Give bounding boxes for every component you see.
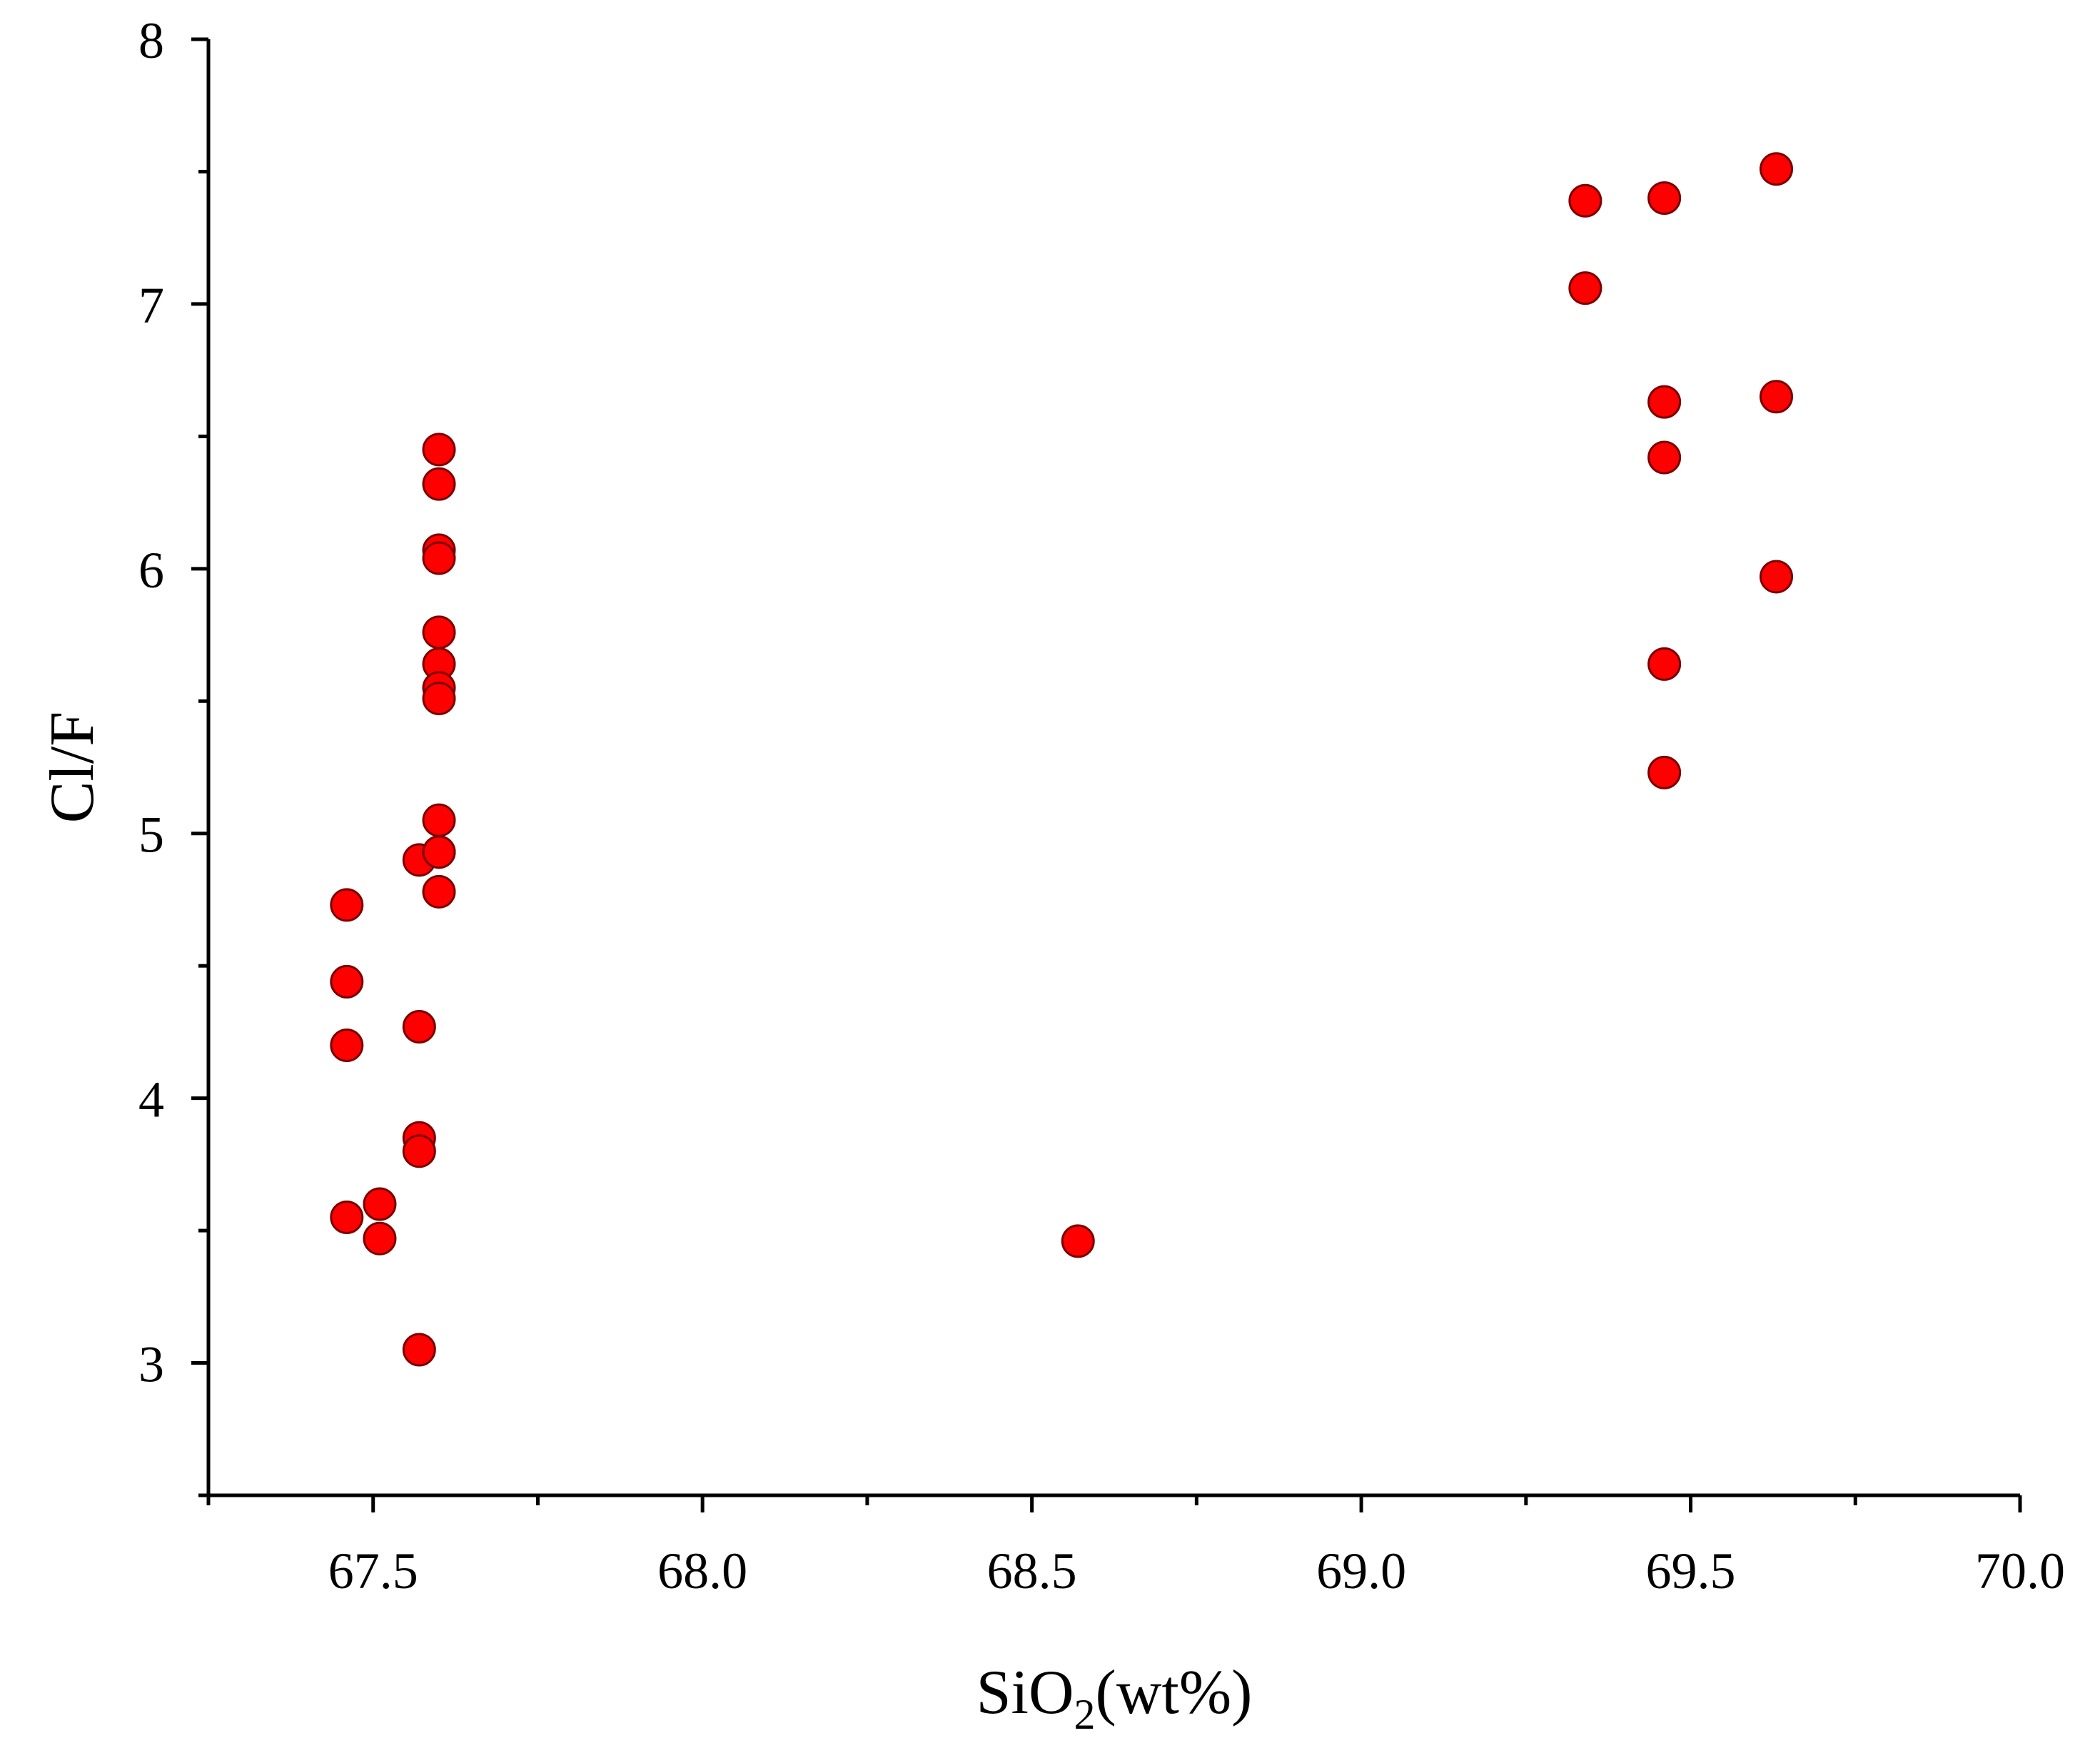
points-layer bbox=[330, 152, 1794, 1367]
data-point bbox=[402, 1009, 436, 1044]
axes-layer bbox=[191, 37, 2022, 1512]
x-tick-label: 69.5 bbox=[1646, 1542, 1736, 1600]
data-point bbox=[422, 541, 456, 575]
data-point bbox=[422, 433, 456, 467]
data-point bbox=[330, 1201, 364, 1235]
data-point bbox=[422, 682, 456, 716]
x-axis-label-unit: (wt%) bbox=[1096, 1658, 1253, 1727]
data-point bbox=[1647, 440, 1682, 475]
y-tick-label: 8 bbox=[138, 12, 164, 69]
data-point bbox=[1647, 755, 1682, 789]
x-tick-label: 68.0 bbox=[657, 1542, 747, 1600]
data-point bbox=[422, 874, 456, 909]
y-tick-label: 6 bbox=[138, 542, 164, 599]
x-tick-label: 70.0 bbox=[1975, 1542, 2065, 1600]
data-point bbox=[1647, 385, 1682, 419]
data-point bbox=[422, 803, 456, 837]
y-tick-label: 4 bbox=[138, 1071, 164, 1128]
data-point bbox=[422, 615, 456, 650]
y-axis-label: Cl/F bbox=[38, 712, 107, 824]
data-point bbox=[1647, 181, 1682, 216]
data-point bbox=[1647, 647, 1682, 681]
x-tick-label: 68.5 bbox=[987, 1542, 1077, 1600]
x-axis-label: SiO2(wt%) bbox=[976, 1658, 1253, 1738]
x-tick-label: 67.5 bbox=[328, 1542, 418, 1600]
x-axis-label-subscript: 2 bbox=[1074, 1691, 1096, 1738]
data-point bbox=[330, 1028, 364, 1062]
data-point bbox=[402, 1333, 436, 1367]
data-point bbox=[402, 1134, 436, 1168]
data-point bbox=[1760, 380, 1794, 414]
y-tick-label: 5 bbox=[138, 807, 164, 864]
x-axis-label-main: SiO bbox=[976, 1658, 1074, 1727]
data-point bbox=[1568, 271, 1602, 305]
data-point bbox=[422, 835, 456, 869]
data-point bbox=[330, 888, 364, 922]
data-point bbox=[1760, 560, 1794, 594]
y-tick-label: 7 bbox=[138, 277, 164, 334]
data-point bbox=[1568, 183, 1602, 218]
y-tick-label: 3 bbox=[138, 1336, 164, 1393]
labels-layer: 67.5 68.0 68.5 69.0 69.5 70.0 3 4 5 6 7 8 SiO2(wt%) C… bbox=[38, 12, 2065, 1738]
data-point bbox=[1061, 1224, 1095, 1258]
data-point bbox=[363, 1221, 397, 1255]
data-point bbox=[1760, 152, 1794, 186]
x-tick-label: 69.0 bbox=[1316, 1542, 1406, 1600]
data-point bbox=[363, 1187, 397, 1221]
data-point bbox=[422, 467, 456, 501]
data-point bbox=[330, 964, 364, 999]
